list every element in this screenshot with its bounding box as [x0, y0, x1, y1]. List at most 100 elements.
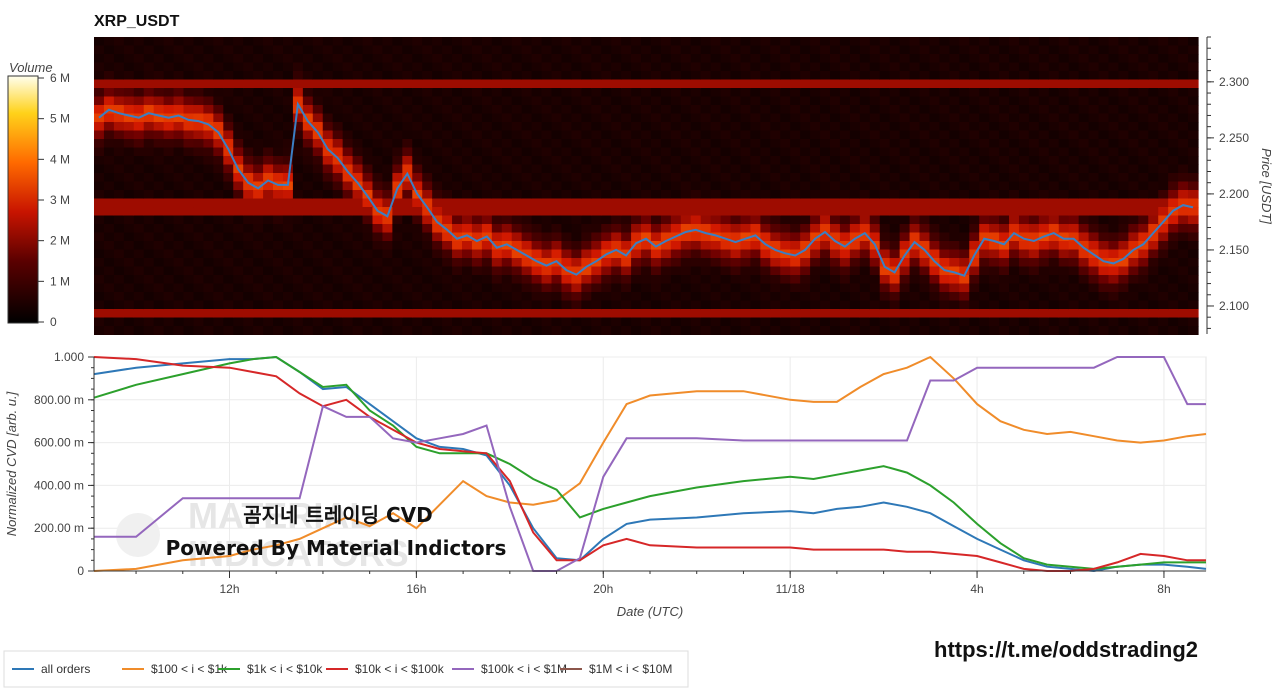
- heatmap-cell: [173, 45, 185, 55]
- heatmap-cell: [163, 96, 175, 106]
- heatmap-cell: [989, 156, 1000, 165]
- heatmap-cell: [491, 79, 503, 89]
- heatmap-cell: [292, 164, 304, 174]
- heatmap-cell: [909, 232, 921, 242]
- heatmap-cell: [1068, 147, 1080, 157]
- heatmap-cell: [720, 326, 732, 335]
- heatmap-cell: [163, 164, 175, 174]
- heatmap-cell: [949, 147, 960, 157]
- heatmap-cell: [929, 300, 941, 310]
- heatmap-cell: [859, 130, 871, 140]
- heatmap-cell: [1038, 173, 1050, 182]
- heatmap-cell: [143, 96, 155, 106]
- heatmap-cell: [1048, 292, 1060, 301]
- heatmap-cell: [959, 62, 970, 72]
- heatmap-cell: [292, 139, 304, 148]
- heatmap-cell: [521, 122, 533, 131]
- heatmap-cell: [541, 173, 553, 182]
- heatmap-cell: [1078, 241, 1090, 250]
- heatmap-cell: [263, 71, 274, 80]
- heatmap-cell: [571, 62, 582, 72]
- heatmap-cell: [929, 326, 941, 335]
- heatmap-cell: [213, 232, 224, 242]
- heatmap-cell: [292, 122, 304, 131]
- heatmap-cell: [1038, 190, 1050, 199]
- heatmap-cell: [1138, 173, 1149, 182]
- heatmap-cell: [1178, 156, 1189, 165]
- heatmap-cell: [551, 173, 563, 182]
- heatmap-cell: [839, 275, 851, 284]
- heatmap-cell: [859, 45, 871, 55]
- heatmap-cell: [243, 71, 254, 80]
- heatmap-cell: [959, 190, 970, 199]
- heatmap-cell: [462, 173, 473, 182]
- heatmap-cell: [830, 147, 841, 157]
- heatmap-cell: [123, 207, 135, 216]
- heatmap-cell: [959, 258, 970, 267]
- heatmap-cell: [561, 71, 573, 80]
- heatmap-cell: [143, 122, 155, 131]
- heatmap-cell: [213, 164, 224, 174]
- heatmap-cell: [690, 198, 702, 208]
- heatmap-cell: [94, 292, 105, 301]
- heatmap-cell: [462, 62, 473, 72]
- heatmap-cell: [1168, 181, 1179, 191]
- heatmap-cell: [1068, 71, 1080, 80]
- heatmap-cell: [999, 207, 1010, 216]
- heatmap-cell: [253, 173, 264, 182]
- heatmap-cell: [412, 130, 423, 140]
- heatmap-cell: [999, 173, 1010, 182]
- heatmap-cell: [412, 300, 423, 310]
- heatmap-cell: [491, 326, 503, 335]
- heatmap-cell: [790, 105, 801, 114]
- heatmap-cell: [1158, 241, 1169, 250]
- heatmap-cell: [1138, 292, 1149, 301]
- heatmap-cell: [750, 198, 761, 208]
- heatmap-cell: [342, 232, 354, 242]
- heatmap-cell: [641, 37, 652, 46]
- heatmap-cell: [869, 37, 881, 46]
- heatmap-cell: [1088, 309, 1100, 318]
- heatmap-cell: [491, 258, 503, 267]
- heatmap-cell: [372, 292, 384, 301]
- heatmap-cell: [402, 309, 413, 318]
- heatmap-cell: [123, 113, 135, 123]
- heatmap-cell: [1128, 190, 1139, 199]
- heatmap-cell: [740, 105, 752, 114]
- heatmap-cell: [332, 207, 344, 216]
- heatmap-cell: [879, 249, 891, 259]
- heatmap-cell: [332, 190, 344, 199]
- heatmap-cell: [780, 215, 791, 225]
- heatmap-cell: [103, 37, 115, 46]
- heatmap-cell: [591, 198, 602, 208]
- heatmap-cell: [123, 232, 135, 242]
- heatmap-cell: [999, 198, 1010, 208]
- heatmap-cell: [720, 96, 732, 106]
- heatmap-cell: [452, 241, 463, 250]
- heatmap-cell: [660, 232, 672, 242]
- telegram-link[interactable]: https://t.me/oddstrading2: [934, 637, 1198, 662]
- heatmap-cell: [849, 292, 861, 301]
- heatmap-cell: [312, 113, 324, 123]
- heatmap-cell: [959, 198, 970, 208]
- heatmap-cell: [770, 224, 781, 233]
- heatmap-cell: [1188, 181, 1199, 191]
- heatmap-cell: [1138, 130, 1149, 140]
- heatmap-cell: [1058, 275, 1070, 284]
- heatmap-cell: [1098, 147, 1110, 157]
- heatmap-cell: [760, 207, 771, 216]
- heatmap-cell: [601, 156, 612, 165]
- heatmap-cell: [322, 45, 334, 55]
- heatmap-cell: [143, 190, 155, 199]
- heatmap-cell: [263, 224, 274, 233]
- heatmap-cell: [939, 156, 950, 165]
- heatmap-cell: [750, 37, 761, 46]
- heatmap-cell: [362, 300, 374, 310]
- heatmap-cell: [1128, 122, 1139, 131]
- heatmap-cell: [869, 173, 881, 182]
- heatmap-cell: [372, 190, 384, 199]
- heatmap-cell: [621, 54, 632, 63]
- heatmap-cell: [660, 241, 672, 250]
- heatmap-cell: [1178, 283, 1189, 293]
- heatmap-cell: [989, 79, 1000, 89]
